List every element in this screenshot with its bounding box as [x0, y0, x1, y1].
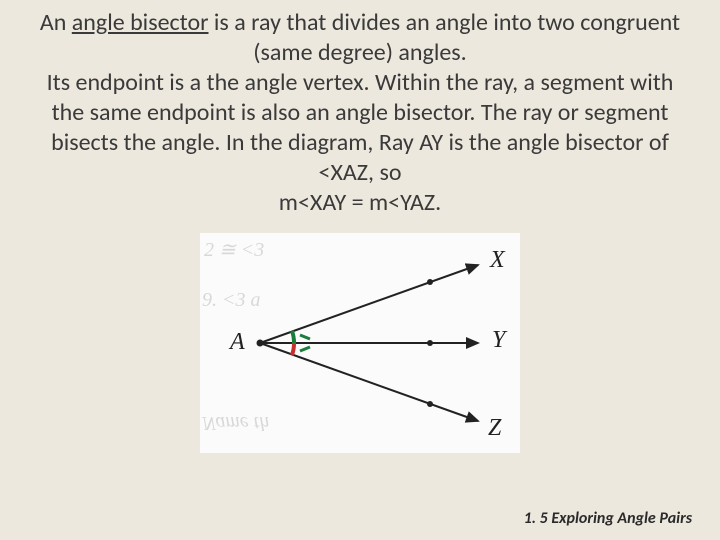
text-line3: Its endpoint is a the angle vertex. With… [47, 68, 674, 187]
term-angle-bisector: angle bisector [72, 8, 209, 37]
ray-label-z: Z [488, 415, 501, 442]
text-part2: is a ray that divides an angle into two … [209, 8, 681, 67]
text-part1: An [40, 8, 72, 37]
definition-text: An angle bisector is a ray that divides … [0, 0, 720, 218]
vertex-label-a: A [230, 329, 245, 356]
diagram-svg [200, 233, 520, 453]
text-line7: m<XAY = m<YAZ. [279, 188, 441, 217]
ray-label-y: Y [492, 327, 505, 354]
angle-bisector-diagram: 2 ≅ <3 9. <3 a Name th A X Y Z [200, 233, 520, 453]
slide-footer: 1. 5 Exploring Angle Pairs [524, 509, 692, 528]
ray-label-x: X [490, 247, 505, 274]
